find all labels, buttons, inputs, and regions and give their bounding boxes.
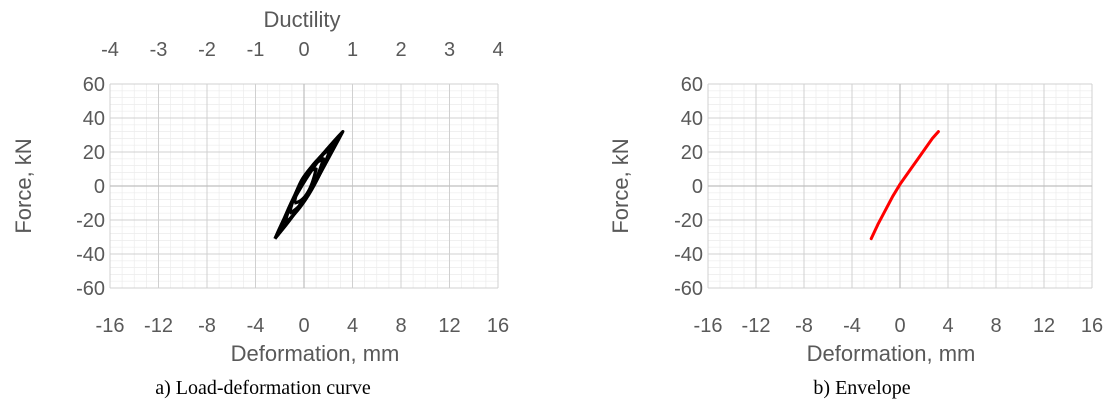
ductility-tick-label: 0: [298, 39, 309, 61]
x-tick-labels-a: -16 -12 -8 -4 0 4 8 12 16: [96, 315, 510, 337]
envelope-point: [898, 183, 902, 186]
plot-marks-b: [869, 130, 940, 241]
x-axis-title-b: Deformation, mm: [807, 341, 976, 366]
x-tick-label: -12: [742, 315, 771, 337]
x-tick-label: -16: [694, 315, 723, 337]
envelope-point: [891, 195, 894, 198]
y-tick-label: -40: [76, 244, 105, 266]
ductility-tick-label: -3: [150, 39, 168, 61]
y-tick-label: 60: [83, 74, 105, 96]
x-tick-label: 4: [347, 315, 358, 337]
y-tick-label: -60: [674, 278, 703, 300]
caption-b: b) Envelope: [813, 377, 910, 399]
y-tick-labels-a: 60 40 20 0 -20 -40 -60: [76, 74, 105, 300]
envelope-point: [884, 208, 887, 211]
y-tick-label: 20: [83, 142, 105, 164]
ductility-tick-labels-a: -4 -3 -2 -1 0 1 2 3 4: [101, 39, 503, 61]
x-tick-label: 16: [487, 315, 509, 337]
envelope-point: [904, 174, 908, 177]
plot-marks-a: [273, 130, 345, 240]
y-tick-label: 0: [692, 176, 703, 198]
x-tick-label: 0: [894, 315, 905, 337]
y-tick-label: -60: [76, 278, 105, 300]
x-tick-label: 4: [942, 315, 953, 337]
x-tick-label: 16: [1081, 315, 1103, 337]
y-tick-label: -20: [674, 210, 703, 232]
y-axis-title-b: Force, kN: [608, 138, 633, 233]
envelope-point: [925, 145, 928, 149]
y-tick-label: 40: [83, 108, 105, 130]
y-tick-label: 0: [94, 176, 105, 198]
plot-grid-a: [109, 83, 499, 289]
envelope-line: [869, 130, 940, 241]
x-tick-label: -12: [144, 315, 173, 337]
x-tick-label: 8: [395, 315, 406, 337]
x-tick-label: 0: [298, 315, 309, 337]
envelope-point: [931, 137, 934, 140]
x-tick-label: -8: [795, 315, 813, 337]
x-tick-labels-b: -16 -12 -8 -4 0 4 8 12 16: [694, 315, 1104, 337]
y-tick-label: 40: [681, 108, 703, 130]
ductility-tick-label: 3: [444, 39, 455, 61]
caption-a: a) Load-deformation curve: [155, 377, 371, 399]
envelope-point: [937, 130, 940, 133]
y-tick-labels-b: 60 40 20 0 -20 -40 -60: [674, 74, 703, 300]
ductility-tick-label: -4: [101, 39, 119, 61]
y-tick-label: -20: [76, 210, 105, 232]
envelope-point: [918, 155, 921, 159]
x2-axis-title-a: Ductility: [263, 7, 340, 32]
envelope-point: [870, 237, 873, 240]
ductility-tick-label: -1: [247, 39, 265, 61]
x-axis-title-a: Deformation, mm: [231, 341, 400, 366]
x-tick-label: -4: [843, 315, 861, 337]
x-tick-label: -8: [198, 315, 216, 337]
x-tick-label: -16: [96, 315, 125, 337]
plot-grid-b: [707, 83, 1093, 289]
envelope-point: [910, 166, 914, 169]
x-tick-label: 12: [1033, 315, 1055, 337]
ductility-tick-label: 2: [395, 39, 406, 61]
ductility-tick-label: -2: [198, 39, 216, 61]
y-tick-label: 60: [681, 74, 703, 96]
ductility-tick-label: 4: [492, 39, 503, 61]
y-tick-label: 20: [681, 142, 703, 164]
y-axis-title-a: Force, kN: [11, 138, 36, 233]
hysteresis-loop: [292, 167, 318, 205]
envelope-point: [877, 222, 880, 225]
x-tick-label: 12: [438, 315, 460, 337]
ductility-tick-label: 1: [347, 39, 358, 61]
x-tick-label: -4: [247, 315, 265, 337]
y-tick-label: -40: [674, 244, 703, 266]
x-tick-label: 8: [990, 315, 1001, 337]
